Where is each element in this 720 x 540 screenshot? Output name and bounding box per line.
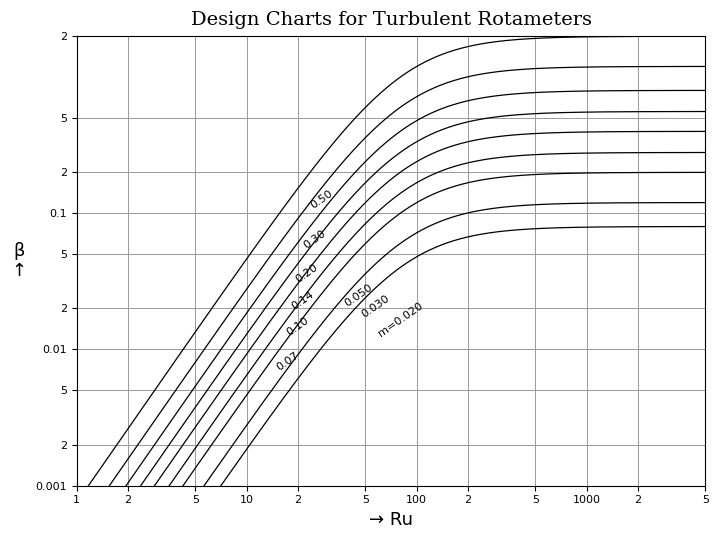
Text: 0.20: 0.20 [294, 262, 320, 285]
Title: Design Charts for Turbulent Rotameters: Design Charts for Turbulent Rotameters [191, 11, 592, 29]
X-axis label: → Ru: → Ru [369, 511, 413, 529]
Text: 0.050: 0.050 [343, 282, 374, 308]
Text: m=0.020: m=0.020 [376, 300, 424, 339]
Text: 0.10: 0.10 [285, 315, 311, 338]
Text: 0.030: 0.030 [359, 293, 391, 320]
Text: 0.30: 0.30 [302, 228, 328, 251]
Text: 0.07: 0.07 [275, 350, 301, 373]
Text: 0.14: 0.14 [289, 289, 315, 312]
Y-axis label: β
↑: β ↑ [11, 241, 26, 280]
Text: 0.50: 0.50 [308, 189, 334, 211]
